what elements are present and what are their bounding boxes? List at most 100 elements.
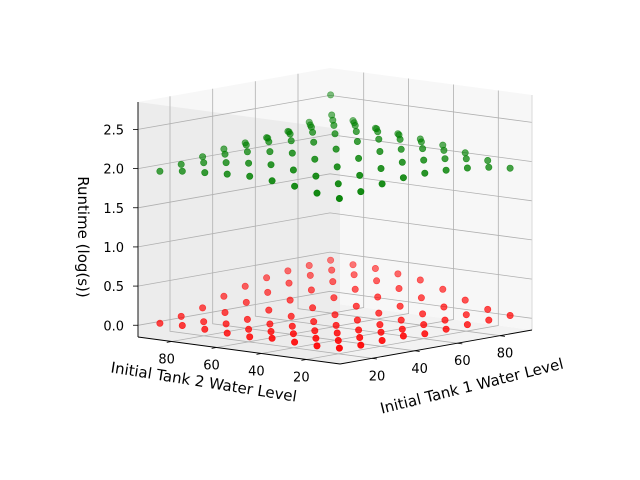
green-data-point [199,153,207,161]
green-data-point [463,164,471,172]
red-data-point [289,330,297,338]
red-data-point [462,311,470,319]
y-tick-label: 80 [158,353,175,368]
green-data-point [291,182,299,190]
red-data-point [378,336,386,344]
red-data-point [395,284,403,292]
green-data-point [421,169,429,177]
green-data-point [312,172,320,180]
red-data-point [351,285,359,293]
y-tick-mark [256,353,262,355]
green-data-point [265,138,273,146]
z-tick-label: 0.5 [103,280,124,295]
green-data-point [374,128,382,136]
red-data-point [331,311,339,319]
green-data-point [377,165,385,173]
red-data-point [352,302,360,310]
green-data-point [485,163,493,171]
green-data-point [396,135,404,143]
z-tick-label: 0.0 [103,319,124,334]
green-data-point [330,121,338,129]
red-data-point [264,288,272,296]
y-tick-mark [301,359,307,361]
green-data-point [156,167,164,175]
red-data-point [305,261,313,269]
red-data-point [243,315,251,323]
red-data-point [357,341,365,349]
red-data-point [156,319,164,327]
z-axis-label: Runtime (log(s)) [74,176,92,298]
red-data-point [313,342,321,350]
red-data-point [311,327,319,335]
green-data-point [461,149,469,157]
red-data-point [398,325,406,333]
red-data-point [178,321,186,329]
tick-marks [133,129,506,361]
red-data-point [506,311,514,319]
red-data-point [399,332,407,340]
green-data-point [288,149,296,157]
green-data-point [200,159,208,167]
green-data-point [357,188,365,196]
green-data-point [352,128,360,136]
green-data-point [246,172,254,180]
data-points [156,91,514,352]
red-data-point [461,296,469,304]
green-data-point [334,180,342,188]
green-data-point [178,167,186,175]
red-data-point [350,271,358,279]
y-gridline [306,90,499,360]
red-data-point [307,286,315,294]
red-data-point [416,276,424,284]
y-tick-label: 60 [203,359,220,374]
red-data-point [291,338,299,346]
z-gridline [137,173,533,209]
green-data-point [417,138,425,146]
y-tick-mark [211,347,217,349]
red-data-point [220,292,228,300]
red-data-point [335,344,343,352]
red-data-point [375,309,383,317]
green-data-point [245,159,253,167]
green-data-point [356,171,364,179]
z-gridline [137,290,533,326]
red-data-point [222,320,230,328]
y-gridline [171,72,365,342]
green-data-point [177,160,185,168]
red-data-point [221,308,229,316]
green-data-point [267,161,275,169]
red-data-point [265,306,273,314]
green-data-point [355,154,363,162]
red-data-point [309,304,317,312]
red-data-point [267,327,275,335]
red-data-point [268,334,276,342]
x-tick-label: 80 [497,347,514,362]
y-gridline [216,78,410,348]
z-tick-label: 2.5 [103,123,124,138]
y-tick-label: 40 [248,365,265,380]
y-gridline [261,84,454,354]
x-gridline [169,96,373,359]
red-data-point [334,336,342,344]
red-data-point [223,329,231,337]
red-data-point [284,267,292,275]
red-data-point [330,294,338,302]
red-data-point [177,312,185,320]
red-data-point [263,274,271,282]
red-data-point [463,321,471,329]
z-gridline [137,212,533,248]
green-data-point [397,145,405,153]
red-data-point [485,316,493,324]
red-data-point [241,282,249,290]
red-data-point [374,293,382,301]
green-data-point [351,122,359,130]
red-data-point [355,326,363,334]
red-data-point [286,296,294,304]
green-data-point [266,148,274,156]
x-tick-mark [414,350,420,352]
red-data-point [353,316,361,324]
green-data-point [287,137,295,145]
green-data-point [332,145,340,153]
green-data-point [222,159,230,167]
